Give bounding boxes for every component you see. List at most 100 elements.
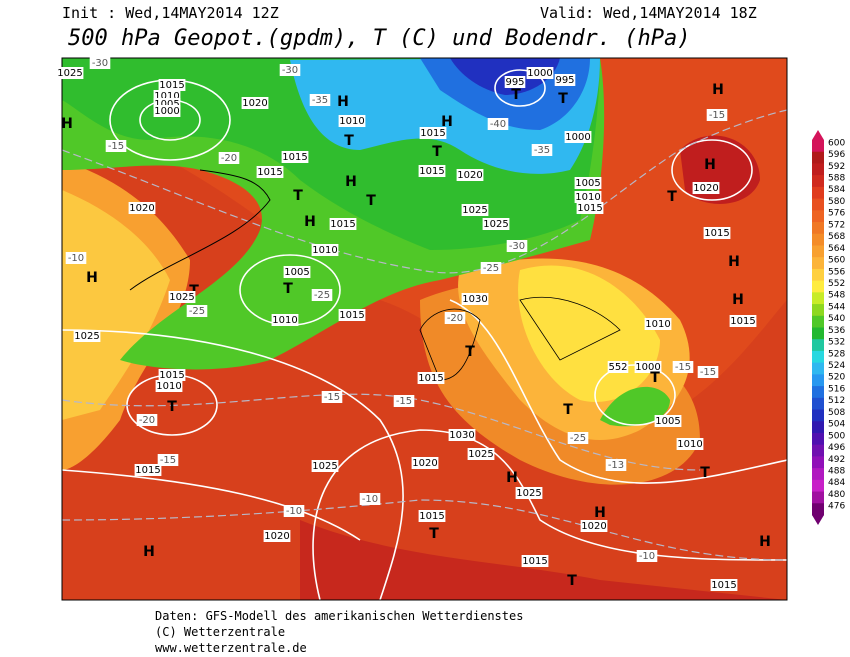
isobar-label: 1005 (154, 99, 179, 110)
colorbar-swatch (812, 432, 824, 446)
label-box (321, 391, 343, 403)
isobar-label: 1005 (655, 416, 680, 427)
colorbar-swatch (812, 468, 824, 481)
isobar-label: 1010 (575, 192, 600, 203)
colorbar-label: 512 (828, 396, 845, 406)
map-title: 500 hPa Geopot.(gpdm), T (C) und Bodendr… (68, 26, 691, 51)
label-box (444, 312, 466, 324)
pressure-center: H (594, 505, 606, 521)
colorbar-label: 592 (828, 162, 845, 172)
isobar-label: 995 (555, 75, 574, 86)
label-box (105, 140, 127, 152)
pressure-center: H (86, 270, 98, 286)
temperature-label: -40 (490, 119, 506, 130)
colorbar-label: 568 (828, 232, 845, 242)
temperature-label: -25 (314, 290, 330, 301)
init-time: Init : Wed,14MAY2014 12Z (62, 4, 279, 22)
label-box (636, 550, 658, 562)
pressure-center: H (61, 116, 73, 132)
temperature-label: -15 (396, 396, 412, 407)
pressure-center: H (759, 534, 771, 550)
colorbar-label: 596 (828, 150, 845, 160)
isobar-label: 1025 (169, 292, 194, 303)
pressure-center: T (563, 402, 573, 418)
pressure-center: H (704, 157, 716, 173)
colorbar-arrow (812, 515, 824, 525)
label-box (554, 74, 576, 86)
label-box (411, 457, 439, 469)
colorbar-swatch (812, 304, 824, 317)
isobar-label: 1010 (339, 116, 364, 127)
colorbar-label: 540 (828, 314, 845, 324)
colorbar-swatch (812, 362, 824, 375)
colorbar-swatch (812, 280, 824, 293)
colorbar-swatch (812, 140, 824, 153)
pressure-center: T (429, 526, 439, 542)
colorbar-swatch (812, 327, 824, 340)
pressure-center: H (345, 174, 357, 190)
isobar-label: 1015 (159, 370, 184, 381)
label-box (515, 487, 543, 499)
isobar-label: 1020 (693, 183, 718, 194)
label-box (418, 510, 446, 522)
colorbar-swatch (812, 210, 824, 223)
map-frame (61, 57, 788, 601)
colorbar-swatch (812, 374, 824, 387)
pressure-center: T (650, 370, 660, 386)
label-box (393, 395, 415, 407)
isobar-label: 552 (608, 362, 627, 373)
label-box (480, 262, 502, 274)
isobar-label: 1010 (677, 439, 702, 450)
label-box (729, 315, 757, 327)
temperature-label: -10 (68, 253, 84, 264)
label-box (531, 144, 553, 156)
isobar-label: 1025 (312, 461, 337, 472)
footer-url: www.wetterzentrale.de (155, 641, 307, 655)
isobar-label: 1000 (565, 132, 590, 143)
colorbar-label: 584 (828, 185, 845, 195)
label-box (56, 67, 84, 79)
isobar-label: 1020 (264, 531, 289, 542)
label-box (73, 330, 101, 342)
label-box (634, 361, 662, 373)
pressure-center: T (511, 87, 521, 103)
label-box (311, 460, 339, 472)
label-box (706, 109, 728, 121)
pressure-center: T (432, 144, 442, 160)
footer-source: Daten: GFS-Modell des amerikanischen Wet… (155, 609, 523, 623)
isobar-label: 1015 (704, 228, 729, 239)
label-box (283, 505, 305, 517)
isobar-label: 1020 (581, 521, 606, 532)
temperature-label: -15 (324, 392, 340, 403)
label-box (576, 202, 604, 214)
colorbar-label: 528 (828, 349, 845, 359)
label-box (158, 79, 186, 91)
label-box (644, 318, 672, 330)
temperature-label: -15 (160, 455, 176, 466)
isobar-label: 1000 (527, 68, 552, 79)
temperature-label: -15 (675, 362, 691, 373)
isobar-label: 1015 (420, 128, 445, 139)
colorbar-label: 548 (828, 291, 845, 301)
pressure-center: H (506, 470, 518, 486)
label-box (134, 464, 162, 476)
isobar-label: 1020 (129, 203, 154, 214)
colorbar-swatch (812, 175, 824, 188)
isobar-label: 1015 (419, 166, 444, 177)
isobar-label: 1025 (57, 68, 82, 79)
pressure-center: T (283, 281, 293, 297)
colorbar-label: 588 (828, 174, 845, 184)
label-box (567, 432, 589, 444)
colorbar-label: 532 (828, 338, 845, 348)
colorbar-swatch (812, 503, 824, 516)
colorbar-label: 516 (828, 384, 845, 394)
isobar-label: 995 (505, 77, 524, 88)
colorbar-label: 500 (828, 431, 845, 441)
label-box (419, 127, 447, 139)
isobar-label: 1010 (645, 319, 670, 330)
colorbar-label: 492 (828, 455, 845, 465)
colorbar-swatch (812, 292, 824, 305)
temperature-label: -15 (700, 367, 716, 378)
label-box (564, 131, 592, 143)
colorbar-swatch (812, 245, 824, 258)
